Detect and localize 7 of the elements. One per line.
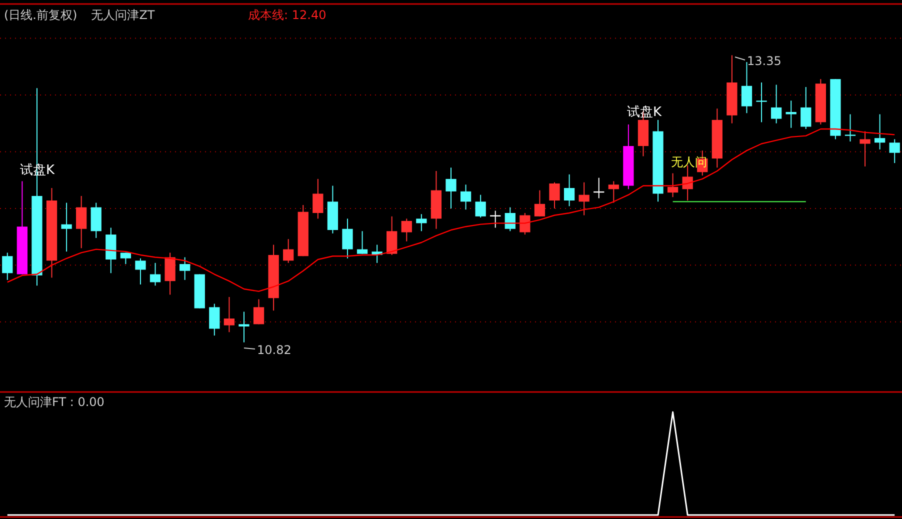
annotation: 13.35 xyxy=(747,54,782,68)
text: 10.82 xyxy=(257,343,292,357)
chart-title: (日线.前复权) xyxy=(4,8,78,22)
annotation: 试盘K xyxy=(627,105,662,120)
chart-title: 无人问津FT : 0.00 xyxy=(4,395,104,409)
text: 成本线: 12.40 xyxy=(248,8,326,22)
chart-subtitle: 无人问津ZT xyxy=(91,8,156,22)
